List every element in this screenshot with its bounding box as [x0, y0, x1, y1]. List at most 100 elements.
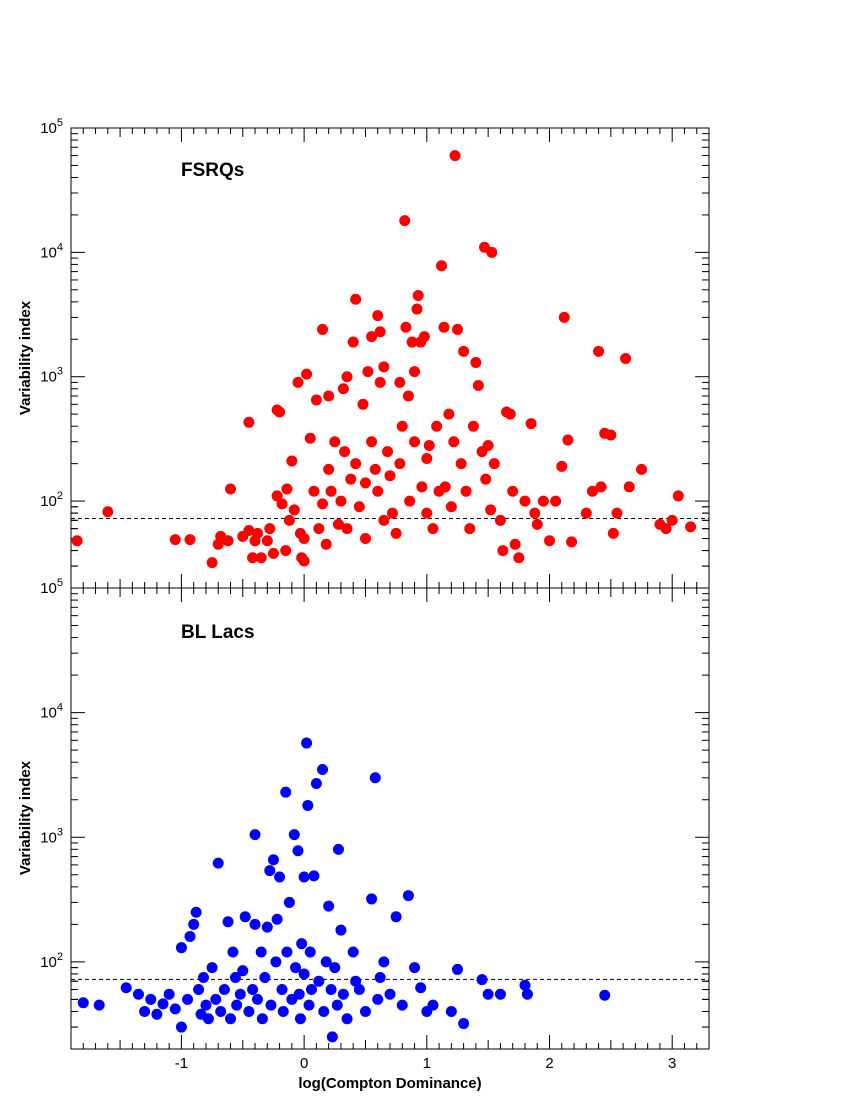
fsrq-data-point — [580, 507, 592, 519]
x-axis-label: log(Compton Dominance) — [298, 1075, 481, 1092]
fsrq-data-point — [409, 436, 421, 448]
fsrq-data-point — [212, 538, 224, 550]
fsrq-data-point — [225, 483, 236, 495]
fsrq-data-point — [409, 366, 421, 378]
bllac-data-point — [318, 1005, 330, 1017]
bllac-data-point — [215, 1005, 227, 1017]
fsrq-data-point — [169, 534, 181, 546]
fsrq-data-point — [222, 535, 234, 547]
fsrq-data-point — [531, 518, 543, 530]
fsrq-data-point — [421, 507, 433, 519]
bllac-data-point — [519, 979, 531, 991]
fsrq-data-point — [396, 420, 408, 432]
fsrq-data-point — [339, 446, 351, 458]
bllac-data-point — [255, 946, 267, 958]
fsrq-data-point — [470, 357, 482, 369]
bllac-data-point — [256, 1013, 268, 1025]
bllac-data-point — [169, 1003, 181, 1015]
bllac-data-point — [120, 982, 132, 994]
bllac-data-point — [265, 999, 277, 1011]
fsrq-data-point — [550, 495, 562, 507]
fsrq-data-point — [486, 246, 498, 258]
bllac-data-point — [331, 999, 343, 1011]
fsrq-data-point — [660, 523, 672, 535]
fsrq-data-point — [666, 514, 678, 526]
fsrq-data-point — [482, 439, 494, 451]
fsrq-data-point — [317, 498, 329, 510]
fsrq-data-point — [480, 473, 492, 485]
bllac-data-point — [325, 984, 337, 996]
fsrq-data-point — [399, 215, 411, 227]
fsrq-data-point — [304, 432, 316, 444]
bllac-data-point — [157, 998, 169, 1010]
fsrq-data-point — [672, 490, 684, 502]
fsrq-data-point — [386, 507, 398, 519]
fsrq-data-point — [251, 527, 263, 539]
bllac-data-point — [280, 786, 292, 798]
fsrq-data-point — [620, 353, 632, 365]
fsrq-data-point — [359, 477, 371, 489]
fsrq-data-point — [382, 446, 394, 458]
fsrq-data-point — [394, 376, 406, 388]
fsrq-data-point — [320, 538, 332, 550]
fsrq-data-point — [298, 555, 310, 567]
x-tick-label: 0 — [300, 1055, 308, 1072]
bllac-data-point — [271, 913, 283, 925]
fsrq-ticks — [70, 127, 710, 589]
fsrq-data-point — [525, 418, 537, 430]
bllac-data-point — [445, 1005, 457, 1017]
fsrq-data-point — [593, 345, 605, 357]
bllac-data-point — [200, 999, 212, 1011]
fsrq-y-tick-label: 105 — [40, 117, 63, 137]
bllac-data-point — [175, 1021, 187, 1033]
bllac-data-point — [313, 975, 325, 987]
fsrq-data-point — [529, 507, 541, 519]
fsrq-data-point — [436, 260, 448, 272]
bllac-data-point — [267, 854, 279, 866]
fsrq-data-point — [421, 452, 433, 464]
fsrq-data-point — [372, 485, 384, 497]
bllac-data-point — [415, 982, 427, 994]
bllac-data-point — [274, 871, 286, 883]
bllac-data-point — [249, 829, 261, 841]
fsrq-data-point — [308, 485, 320, 497]
x-tick-label: 3 — [668, 1055, 676, 1072]
fsrq-data-point — [341, 371, 353, 383]
fsrq-data-point — [325, 485, 337, 497]
fsrq-data-point — [243, 524, 255, 536]
bllac-y-tick-label: 105 — [40, 577, 63, 597]
fsrq-data-point — [374, 326, 386, 338]
bllac-data-point — [366, 893, 378, 905]
bllac-data-point — [218, 984, 230, 996]
bllac-data-point — [337, 988, 349, 1000]
bllac-y-tick-label: 102 — [40, 951, 63, 971]
fsrq-data-point — [412, 289, 424, 301]
fsrq-data-point — [261, 535, 273, 547]
bllac-data-point — [243, 1005, 255, 1017]
fsrq-points — [71, 150, 697, 569]
x-tick-labels: -1 0 1 2 3 — [175, 1055, 677, 1072]
bllac-panel-label: BL Lacs — [181, 622, 255, 643]
fsrq-data-point — [332, 518, 344, 530]
bllac-data-point — [350, 975, 362, 987]
bllac-data-point — [292, 845, 304, 857]
fsrq-data-point — [507, 485, 519, 497]
fsrq-data-point — [206, 557, 218, 569]
bllac-data-point — [139, 1005, 151, 1017]
fsrq-data-point — [298, 533, 310, 545]
bllac-data-point — [206, 962, 218, 974]
bllac-data-point — [247, 984, 259, 996]
bllac-data-point — [599, 989, 611, 1001]
fsrq-data-point — [335, 495, 347, 507]
fsrq-data-point — [247, 552, 259, 564]
fsrq-data-point — [329, 436, 341, 448]
fsrq-data-point — [350, 458, 362, 470]
bllac-data-point — [308, 870, 320, 882]
bllac-points — [77, 737, 611, 1043]
bllac-data-point — [210, 993, 222, 1005]
fsrq-data-point — [605, 429, 617, 441]
fsrq-data-point — [451, 323, 463, 335]
fsrq-data-point — [438, 321, 450, 333]
